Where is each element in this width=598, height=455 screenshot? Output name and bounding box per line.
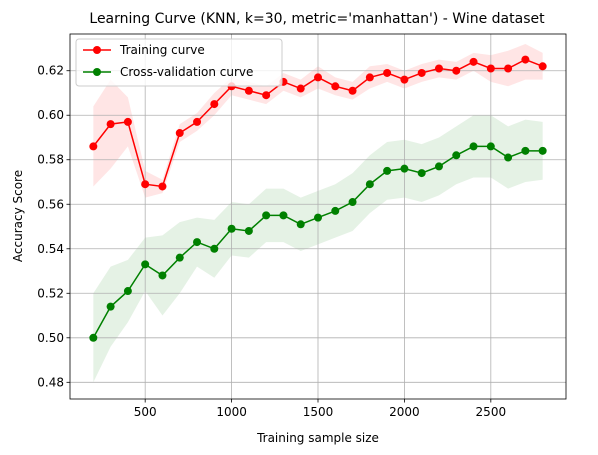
y-axis-label: Accuracy Score <box>11 170 25 262</box>
data-point-training <box>244 86 253 95</box>
data-point-cross-validation <box>262 211 271 220</box>
data-point-training <box>469 57 478 66</box>
data-point-training <box>210 100 219 109</box>
data-point-cross-validation <box>538 146 547 155</box>
data-point-training <box>331 82 340 91</box>
data-point-training <box>314 73 322 82</box>
legend-label-training: Training curve <box>119 43 205 57</box>
data-point-cross-validation <box>106 302 115 311</box>
data-point-training <box>400 75 409 84</box>
y-tick-label: 0.52 <box>37 286 64 300</box>
y-axis-ticks: 0.48 0.50 0.52 0.54 0.56 0.58 0.60 0.62 <box>37 64 70 389</box>
data-point-cross-validation <box>123 287 132 296</box>
data-point-training <box>141 180 150 189</box>
data-point-cross-validation <box>434 162 443 171</box>
legend-box <box>75 38 283 87</box>
y-tick-label: 0.48 <box>37 375 64 389</box>
data-point-training <box>452 66 461 75</box>
data-point-cross-validation <box>89 333 98 342</box>
data-point-cross-validation <box>486 142 495 151</box>
data-point-training <box>262 91 271 100</box>
data-point-training <box>89 142 98 151</box>
data-point-cross-validation <box>331 206 340 215</box>
data-point-cross-validation <box>314 213 322 222</box>
x-tick-label: 1500 <box>303 405 334 419</box>
legend-label-cross-validation: Cross-validation curve <box>120 65 253 79</box>
data-point-training <box>486 64 495 73</box>
data-point-cross-validation <box>452 151 461 160</box>
data-point-cross-validation <box>279 211 288 220</box>
data-point-cross-validation <box>521 146 530 155</box>
x-tick-label: 1000 <box>216 405 247 419</box>
data-point-cross-validation <box>296 220 305 229</box>
data-point-cross-validation <box>210 244 219 253</box>
y-tick-label: 0.62 <box>37 64 64 78</box>
x-axis-ticks: 500 1000 1500 2000 2500 <box>134 399 506 419</box>
data-point-training <box>434 64 443 73</box>
data-point-cross-validation <box>227 224 236 233</box>
data-point-cross-validation <box>365 180 374 189</box>
legend-marker-cross-validation <box>93 68 101 76</box>
data-point-training <box>383 68 392 77</box>
legend-marker-training <box>93 46 101 54</box>
x-tick-label: 500 <box>134 405 157 419</box>
data-point-cross-validation <box>244 226 253 235</box>
data-point-training <box>175 129 184 138</box>
y-tick-label: 0.58 <box>37 153 64 167</box>
data-point-training <box>106 120 115 129</box>
data-point-cross-validation <box>158 271 167 280</box>
confidence-band-cross-validation <box>93 115 543 383</box>
legend: Training curve Cross-validation curve <box>75 38 283 87</box>
y-tick-label: 0.56 <box>37 197 64 211</box>
grid-lines <box>70 34 566 399</box>
data-point-cross-validation <box>504 153 513 162</box>
data-point-training <box>504 64 513 73</box>
data-series <box>89 55 547 342</box>
x-tick-label: 2500 <box>476 405 507 419</box>
y-tick-label: 0.50 <box>37 331 64 345</box>
data-point-cross-validation <box>383 166 392 175</box>
data-point-training <box>365 73 374 82</box>
data-point-training <box>417 68 426 77</box>
data-point-training <box>538 62 547 71</box>
x-axis-label: Training sample size <box>256 431 379 445</box>
data-point-cross-validation <box>400 164 409 173</box>
data-point-training <box>193 117 202 126</box>
data-point-cross-validation <box>469 142 478 151</box>
data-point-cross-validation <box>193 238 202 247</box>
y-tick-label: 0.54 <box>37 242 64 256</box>
x-tick-label: 2000 <box>389 405 420 419</box>
data-point-training <box>123 117 132 126</box>
data-point-training <box>158 182 167 191</box>
data-point-cross-validation <box>175 253 184 262</box>
data-point-training <box>296 84 305 93</box>
data-point-cross-validation <box>348 198 357 207</box>
data-point-cross-validation <box>141 260 150 269</box>
chart-title: Learning Curve (KNN, k=30, metric='manha… <box>89 11 545 27</box>
y-tick-label: 0.60 <box>37 108 64 122</box>
data-point-cross-validation <box>417 169 426 178</box>
data-point-training <box>348 86 357 95</box>
data-point-training <box>521 55 530 64</box>
